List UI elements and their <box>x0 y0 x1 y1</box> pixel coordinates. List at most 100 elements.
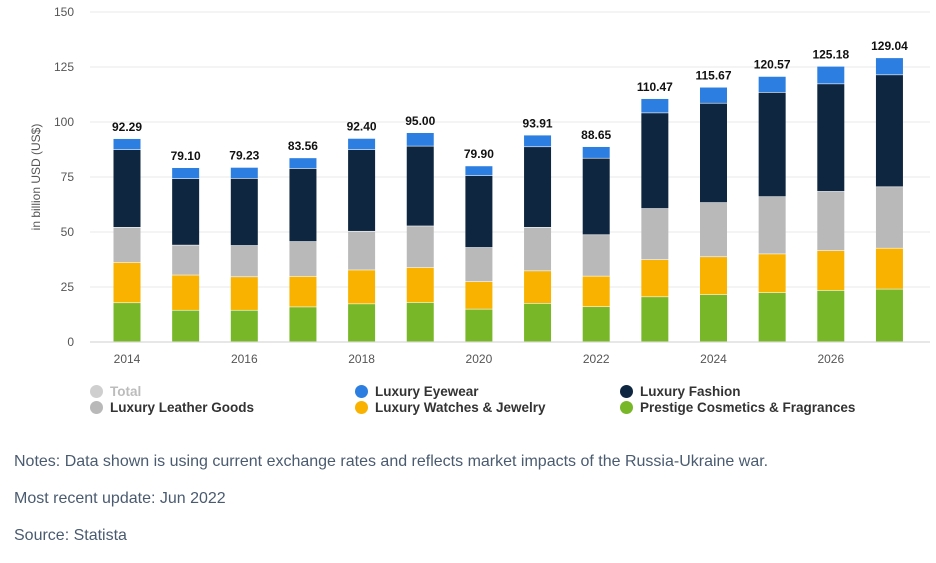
total-data-label: 92.29 <box>112 120 142 134</box>
legend-dot-eyewear <box>355 385 368 398</box>
bar-segment <box>172 310 200 342</box>
chart-notes: Notes: Data shown is using current excha… <box>14 452 924 563</box>
x-tick-label: 2018 <box>348 352 375 366</box>
bar-segment <box>758 254 786 293</box>
stacked-bar-chart: 0 25 50 75 100 125 150 in billion USD (US$) 92.2… <box>29 5 930 366</box>
bar-segment <box>700 257 727 295</box>
notes-text: Notes: Data shown is using current excha… <box>14 453 769 470</box>
bar-segment <box>641 98 669 113</box>
legend-item-leather-goods[interactable]: Luxury Leather Goods <box>90 400 254 415</box>
bar-segment <box>758 76 786 93</box>
bar-segment <box>230 245 258 277</box>
bar-segment <box>406 146 434 226</box>
x-tick-label: 2020 <box>466 352 493 366</box>
bar-segment <box>524 135 552 147</box>
bar-segment <box>113 138 141 150</box>
bar-segment <box>113 149 141 227</box>
bar-segment <box>348 270 376 304</box>
legend-label-watches-jewelry: Luxury Watches & Jewelry <box>375 400 546 415</box>
bar-segment <box>524 303 552 342</box>
bar-segment <box>758 92 786 197</box>
bar-segment <box>406 302 434 342</box>
bar-segment <box>230 178 258 246</box>
bar-segment <box>582 146 610 158</box>
y-tick-label: 50 <box>61 225 75 239</box>
bar-segment <box>524 271 552 304</box>
bar-segment <box>524 227 552 271</box>
chart-svg: 0 25 50 75 100 125 150 in billion USD (US$) 92.2… <box>29 5 930 366</box>
bar-segment <box>465 166 493 176</box>
bar-segment <box>817 191 845 251</box>
legend-label-total: Total <box>110 384 142 399</box>
total-data-label: 95.00 <box>405 114 435 128</box>
legend-item-total[interactable]: Total <box>90 384 141 399</box>
bar-segment <box>817 250 845 291</box>
legend-dot-leather-goods <box>90 401 103 414</box>
bar-segment <box>465 247 493 282</box>
update-text: Most recent update: Jun 2022 <box>14 490 226 507</box>
total-data-label: 110.47 <box>637 80 673 94</box>
bar-segment <box>230 277 258 310</box>
bar-segment <box>817 84 845 192</box>
bar-segment <box>289 168 317 242</box>
bar-segment <box>817 66 845 84</box>
y-axis-title: in billion USD (US$) <box>29 124 43 231</box>
bar-segment <box>172 167 200 179</box>
bar-segment <box>641 259 669 297</box>
bar-segment <box>641 208 669 260</box>
bar-segment <box>524 147 552 227</box>
bar-segment <box>172 275 200 310</box>
y-tick-label: 25 <box>61 280 75 294</box>
bar-segment <box>289 276 317 307</box>
legend-item-fashion[interactable]: Luxury Fashion <box>620 384 741 399</box>
legend-item-eyewear[interactable]: Luxury Eyewear <box>355 384 479 399</box>
source-link[interactable]: Source: Statista <box>14 527 127 544</box>
bar-segment <box>582 158 610 235</box>
bar-segment <box>582 276 610 307</box>
bar-segment <box>465 175 493 248</box>
total-data-label: 79.90 <box>464 147 494 161</box>
legend-label-cosmetics: Prestige Cosmetics & Fragrances <box>640 400 856 415</box>
bar-segment <box>817 290 845 342</box>
bar-segment <box>172 245 200 275</box>
bar-segment <box>289 307 317 342</box>
bar-segment <box>289 241 317 277</box>
bar-segment <box>875 248 903 289</box>
bar-segment <box>700 103 727 203</box>
y-tick-label: 125 <box>54 60 74 74</box>
bar-segment <box>348 304 376 342</box>
total-data-label: 79.23 <box>229 149 259 163</box>
bar-segment <box>582 307 610 342</box>
total-data-label: 83.56 <box>288 139 318 153</box>
bar-segment <box>230 310 258 342</box>
bar-segment <box>758 197 786 254</box>
legend-dot-cosmetics <box>620 401 633 414</box>
bar-segment <box>465 281 493 309</box>
x-tick-label: 2014 <box>114 352 141 366</box>
bar-segment <box>700 294 727 342</box>
bar-segment <box>113 262 141 303</box>
x-tick-label: 2022 <box>583 352 610 366</box>
bar-segment <box>875 75 903 187</box>
bar-segment <box>465 309 493 342</box>
legend-dot-total <box>90 385 103 398</box>
bar-segment <box>406 267 434 303</box>
bar-segment <box>875 187 903 248</box>
total-data-label: 120.57 <box>754 58 791 72</box>
bar-segment <box>113 227 141 263</box>
bar-segment <box>700 87 727 103</box>
legend-item-cosmetics[interactable]: Prestige Cosmetics & Fragrances <box>620 400 855 415</box>
x-tick-label: 2016 <box>231 352 258 366</box>
bar-segment <box>406 226 434 268</box>
legend-dot-fashion <box>620 385 633 398</box>
bar-segment <box>406 133 434 146</box>
y-tick-label: 150 <box>54 5 74 19</box>
bar-segment <box>348 138 376 150</box>
bar-segment <box>230 167 258 179</box>
legend-label-fashion: Luxury Fashion <box>640 384 741 399</box>
bar-segment <box>289 158 317 169</box>
legend-item-watches-jewelry[interactable]: Luxury Watches & Jewelry <box>355 400 546 415</box>
chart-legend: Total Luxury Leather Goods Luxury Eyewea… <box>90 384 910 420</box>
bar-segment <box>641 297 669 342</box>
legend-label-leather-goods: Luxury Leather Goods <box>110 400 255 415</box>
